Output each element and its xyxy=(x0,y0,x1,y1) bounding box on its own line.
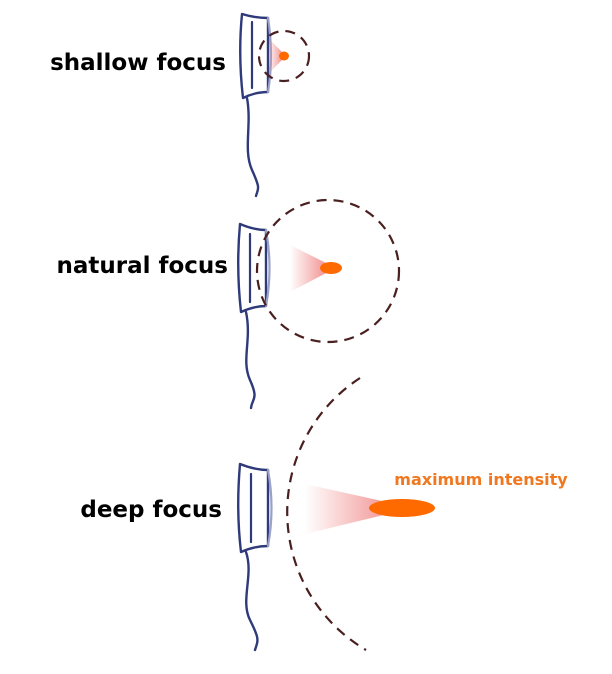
transducer-probe-icon xyxy=(239,12,273,198)
probe-cable xyxy=(245,96,260,198)
focal-zone-boundary xyxy=(257,29,311,83)
label-deep-focus: deep focus xyxy=(80,497,222,523)
focal-spot xyxy=(369,499,435,517)
focal-spot xyxy=(279,51,289,61)
probe-housing xyxy=(237,222,268,314)
focal-spot xyxy=(320,262,342,274)
probe-housing xyxy=(237,462,270,554)
panel-shallow-focus: shallow focus xyxy=(50,12,311,198)
label-natural-focus: natural focus xyxy=(56,253,228,279)
ultrasound-beam xyxy=(305,484,400,534)
probe-face xyxy=(264,228,271,308)
ultrasound-beam xyxy=(268,38,284,74)
focal-zone-boundary xyxy=(255,198,401,344)
focal-zone-boundary xyxy=(286,377,367,651)
probe-housing xyxy=(239,12,270,100)
transducer-probe-icon xyxy=(237,462,273,652)
panel-natural-focus: natural focus xyxy=(56,198,401,410)
probe-face xyxy=(266,468,273,548)
ultrasound-beam xyxy=(290,245,330,292)
probe-cable xyxy=(244,310,256,410)
panel-deep-focus: deep focus maximum intensity xyxy=(80,377,568,652)
label-shallow-focus: shallow focus xyxy=(50,50,226,76)
transducer-probe-icon xyxy=(237,222,271,410)
probe-cable xyxy=(244,550,259,652)
maximum-intensity-label: maximum intensity xyxy=(394,470,568,489)
